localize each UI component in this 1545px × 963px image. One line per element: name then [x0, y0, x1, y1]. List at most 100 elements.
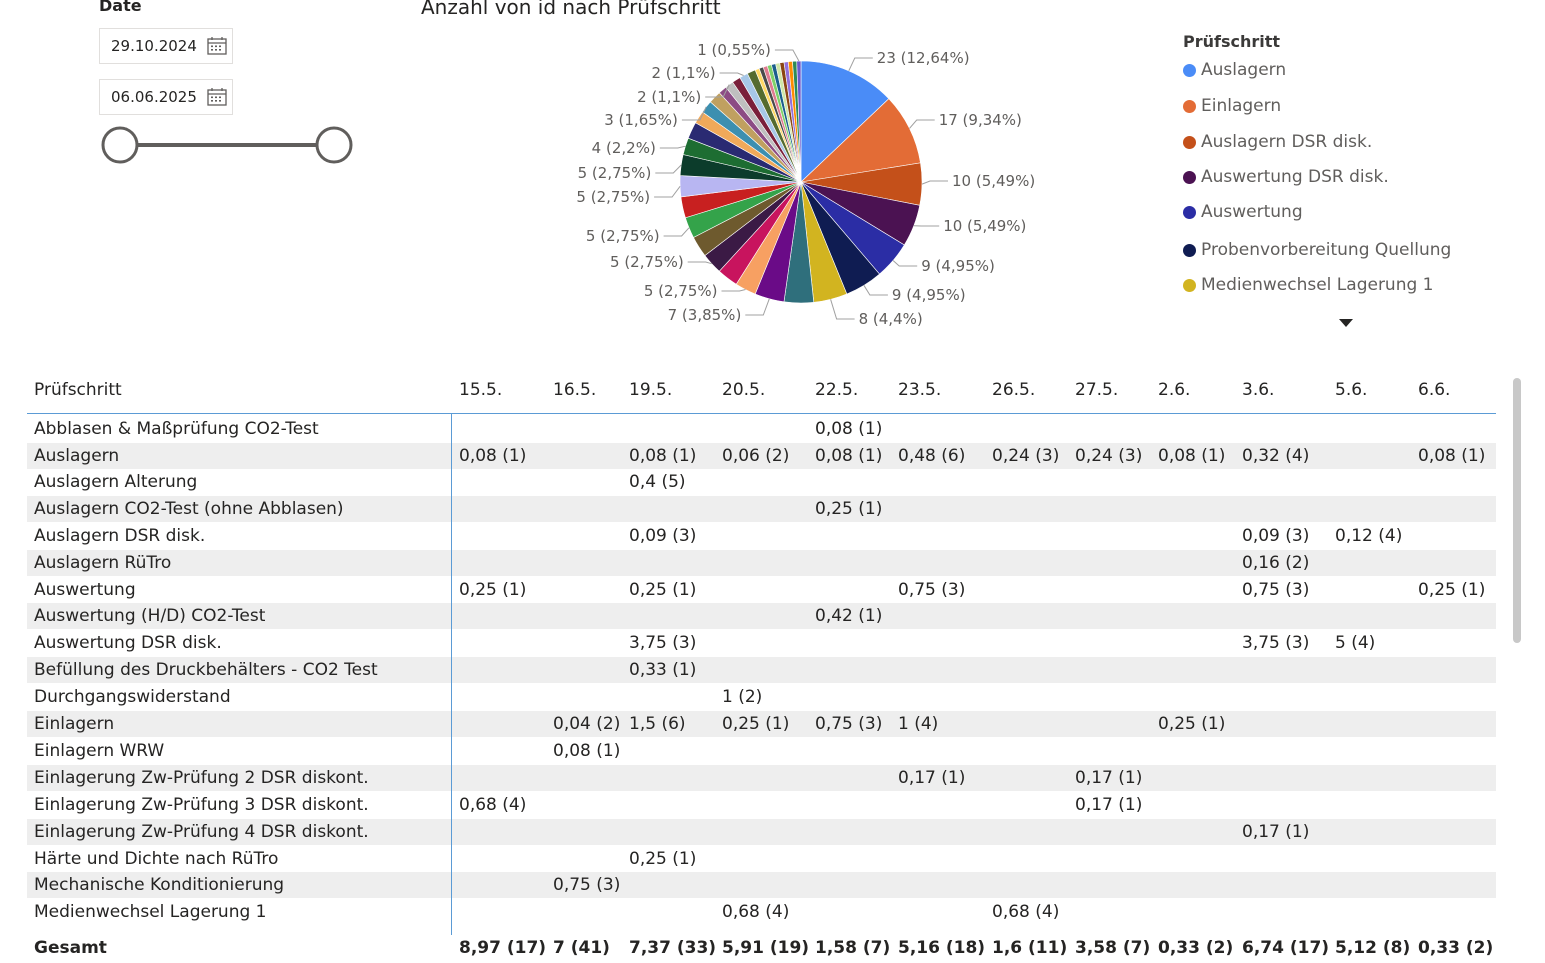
row-label[interactable]: Härte und Dichte nach RüTro	[34, 849, 279, 869]
total-cell[interactable]: 7 (41)	[553, 938, 610, 958]
table-cell[interactable]: 3,75 (3)	[629, 633, 697, 653]
table-cell[interactable]: 0,25 (1)	[1158, 714, 1226, 734]
table-cell[interactable]: 1,5 (6)	[629, 714, 686, 734]
total-cell[interactable]: 5,91 (19)	[722, 938, 810, 958]
total-cell[interactable]: 1,58 (7)	[815, 938, 891, 958]
row-label[interactable]: Medienwechsel Lagerung 1	[34, 902, 267, 922]
table-cell[interactable]: 0,68 (4)	[992, 902, 1060, 922]
column-header[interactable]: 16.5.	[553, 380, 597, 400]
table-cell[interactable]: 0,17 (1)	[1075, 795, 1143, 815]
row-label[interactable]: Auslagern CO2-Test (ohne Abblasen)	[34, 499, 344, 519]
total-cell[interactable]: 5,16 (18)	[898, 938, 986, 958]
column-header[interactable]: 2.6.	[1158, 380, 1191, 400]
table-cell[interactable]: 0,08 (1)	[459, 446, 527, 466]
legend-item[interactable]: Auslagern	[1183, 60, 1286, 80]
row-label[interactable]: Abblasen & Maßprüfung CO2-Test	[34, 419, 319, 439]
row-label[interactable]: Einlagerung Zw-Prüfung 4 DSR diskont.	[34, 822, 369, 842]
table-cell[interactable]: 0,08 (1)	[629, 446, 697, 466]
table-cell[interactable]: 5 (4)	[1335, 633, 1376, 653]
slider-end-handle[interactable]	[315, 126, 353, 164]
calendar-icon[interactable]	[207, 37, 227, 55]
row-label[interactable]: Auswertung	[34, 580, 136, 600]
row-label[interactable]: Auswertung DSR disk.	[34, 633, 222, 653]
table-cell[interactable]: 0,12 (4)	[1335, 526, 1403, 546]
table-cell[interactable]: 0,08 (1)	[815, 419, 883, 439]
legend-item[interactable]: Auswertung DSR disk.	[1183, 167, 1389, 187]
table-cell[interactable]: 1 (4)	[898, 714, 939, 734]
table-cell[interactable]: 0,25 (1)	[459, 580, 527, 600]
legend-item[interactable]: Auslagern DSR disk.	[1183, 132, 1372, 152]
row-label[interactable]: Auslagern Alterung	[34, 472, 198, 492]
table-cell[interactable]: 1 (2)	[722, 687, 763, 707]
legend-item[interactable]: Einlagern	[1183, 96, 1281, 116]
column-header[interactable]: 6.6.	[1418, 380, 1451, 400]
pie-slice[interactable]	[800, 60, 890, 183]
row-label[interactable]: Durchgangswiderstand	[34, 687, 231, 707]
table-cell[interactable]: 0,08 (1)	[815, 446, 883, 466]
table-cell[interactable]: 0,04 (2)	[553, 714, 621, 734]
total-cell[interactable]: 6,74 (17)	[1242, 938, 1330, 958]
total-cell[interactable]: 5,12 (8)	[1335, 938, 1411, 958]
total-cell[interactable]: 0,33 (2)	[1158, 938, 1234, 958]
table-cell[interactable]: 0,17 (1)	[1075, 768, 1143, 788]
table-cell[interactable]: 0,25 (1)	[629, 849, 697, 869]
table-cell[interactable]: 0,08 (1)	[1158, 446, 1226, 466]
table-cell[interactable]: 0,42 (1)	[815, 606, 883, 626]
total-cell[interactable]: 7,37 (33)	[629, 938, 717, 958]
table-cell[interactable]: 0,48 (6)	[898, 446, 966, 466]
start-date-input[interactable]: 29.10.2024	[99, 28, 233, 64]
table-cell[interactable]: 0,33 (1)	[629, 660, 697, 680]
column-header[interactable]: 15.5.	[459, 380, 503, 400]
column-header[interactable]: 5.6.	[1335, 380, 1368, 400]
table-cell[interactable]: 0,24 (3)	[1075, 446, 1143, 466]
table-cell[interactable]: 0,68 (4)	[722, 902, 790, 922]
table-cell[interactable]: 0,16 (2)	[1242, 553, 1310, 573]
table-cell[interactable]: 0,32 (4)	[1242, 446, 1310, 466]
total-cell[interactable]: 8,97 (17)	[459, 938, 547, 958]
pie-chart[interactable]: 23 (12,64%) 17 (9,34%) 10 (5,49%) 10 (5,49%…	[540, 30, 1080, 340]
row-label[interactable]: Einlagerung Zw-Prüfung 2 DSR diskont.	[34, 768, 369, 788]
row-label[interactable]: Mechanische Konditionierung	[34, 875, 285, 895]
row-label[interactable]: Auswertung (H/D) CO2-Test	[34, 606, 266, 626]
row-label[interactable]: Auslagern DSR disk.	[34, 526, 206, 546]
vertical-scrollbar[interactable]	[1513, 378, 1521, 643]
table-cell[interactable]: 0,68 (4)	[459, 795, 527, 815]
table-cell[interactable]: 3,75 (3)	[1242, 633, 1310, 653]
table-cell[interactable]: 0,25 (1)	[629, 580, 697, 600]
row-label[interactable]: Einlagerung Zw-Prüfung 3 DSR diskont.	[34, 795, 369, 815]
end-date-input[interactable]: 06.06.2025	[99, 79, 233, 115]
table-cell[interactable]: 0,75 (3)	[1242, 580, 1310, 600]
column-header[interactable]: 26.5.	[992, 380, 1036, 400]
table-cell[interactable]: 0,06 (2)	[722, 446, 790, 466]
legend-item[interactable]: Auswertung	[1183, 202, 1303, 222]
table-cell[interactable]: 0,25 (1)	[1418, 580, 1486, 600]
table-cell[interactable]: 0,17 (1)	[898, 768, 966, 788]
column-header[interactable]: 3.6.	[1242, 380, 1275, 400]
table-cell[interactable]: 0,75 (3)	[815, 714, 883, 734]
table-cell[interactable]: 0,4 (5)	[629, 472, 686, 492]
table-cell[interactable]: 0,08 (1)	[553, 741, 621, 761]
pie-slice[interactable]	[796, 60, 802, 183]
row-header[interactable]: Prüfschritt	[34, 380, 122, 400]
column-header[interactable]: 20.5.	[722, 380, 766, 400]
table-cell[interactable]: 0,75 (3)	[898, 580, 966, 600]
row-label[interactable]: Befüllung des Druckbehälters - CO2 Test	[34, 660, 378, 680]
table-cell[interactable]: 0,09 (3)	[629, 526, 697, 546]
row-label[interactable]: Einlagern WRW	[34, 741, 165, 761]
table-cell[interactable]: 0,08 (1)	[1418, 446, 1486, 466]
table-cell[interactable]: 0,24 (3)	[992, 446, 1060, 466]
column-header[interactable]: 27.5.	[1075, 380, 1119, 400]
total-cell[interactable]: 0,33 (2)	[1418, 938, 1494, 958]
column-header[interactable]: 19.5.	[629, 380, 673, 400]
legend-item[interactable]: Medienwechsel Lagerung 1	[1183, 275, 1434, 295]
legend-item[interactable]: Probenvorbereitung Quellung	[1183, 240, 1451, 260]
column-header[interactable]: 22.5.	[815, 380, 859, 400]
row-label[interactable]: Einlagern	[34, 714, 115, 734]
table-cell[interactable]: 0,25 (1)	[815, 499, 883, 519]
table-cell[interactable]: 0,17 (1)	[1242, 822, 1310, 842]
calendar-icon[interactable]	[207, 88, 227, 106]
table-cell[interactable]: 0,25 (1)	[722, 714, 790, 734]
date-range-slider[interactable]	[100, 124, 356, 166]
legend-more-arrow-icon[interactable]	[1339, 319, 1353, 327]
slider-start-handle[interactable]	[101, 126, 139, 164]
